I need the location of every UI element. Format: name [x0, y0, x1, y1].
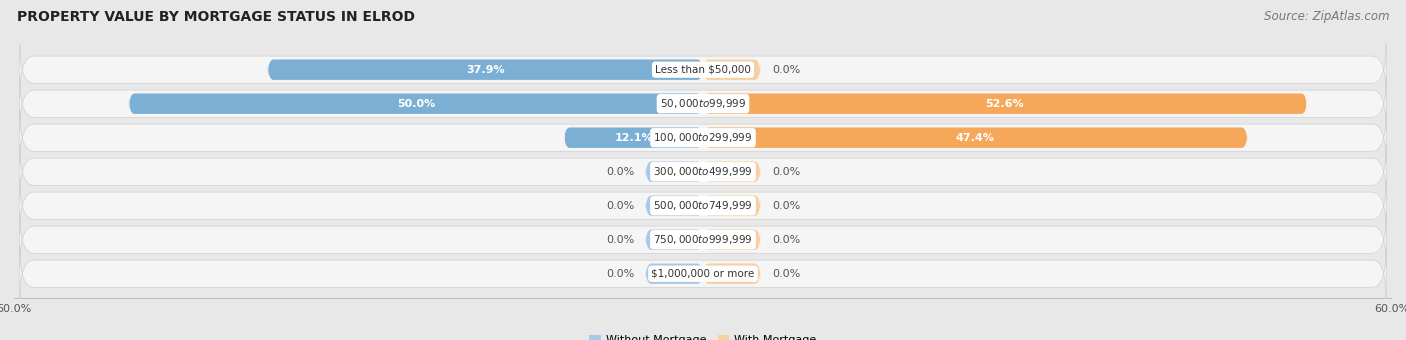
FancyBboxPatch shape — [703, 162, 761, 182]
FancyBboxPatch shape — [645, 264, 703, 284]
Text: $1,000,000 or more: $1,000,000 or more — [651, 269, 755, 279]
Text: 50.0%: 50.0% — [396, 99, 434, 109]
Text: $300,000 to $499,999: $300,000 to $499,999 — [654, 165, 752, 178]
Text: 0.0%: 0.0% — [772, 201, 800, 211]
Text: 0.0%: 0.0% — [772, 235, 800, 245]
FancyBboxPatch shape — [703, 195, 761, 216]
Text: $50,000 to $99,999: $50,000 to $99,999 — [659, 97, 747, 110]
FancyBboxPatch shape — [20, 42, 1386, 97]
Text: 12.1%: 12.1% — [614, 133, 652, 143]
FancyBboxPatch shape — [703, 94, 1308, 114]
Text: 0.0%: 0.0% — [772, 65, 800, 75]
Text: 52.6%: 52.6% — [986, 99, 1025, 109]
Text: 0.0%: 0.0% — [606, 201, 634, 211]
FancyBboxPatch shape — [564, 128, 703, 148]
Text: Source: ZipAtlas.com: Source: ZipAtlas.com — [1264, 10, 1389, 23]
FancyBboxPatch shape — [20, 246, 1386, 301]
Text: 0.0%: 0.0% — [772, 269, 800, 279]
Legend: Without Mortgage, With Mortgage: Without Mortgage, With Mortgage — [585, 330, 821, 340]
FancyBboxPatch shape — [645, 195, 703, 216]
FancyBboxPatch shape — [703, 59, 761, 80]
FancyBboxPatch shape — [20, 212, 1386, 267]
FancyBboxPatch shape — [129, 94, 703, 114]
FancyBboxPatch shape — [703, 128, 1247, 148]
Text: 0.0%: 0.0% — [606, 167, 634, 177]
Text: Less than $50,000: Less than $50,000 — [655, 65, 751, 75]
FancyBboxPatch shape — [267, 59, 703, 80]
FancyBboxPatch shape — [20, 110, 1386, 165]
Text: $500,000 to $749,999: $500,000 to $749,999 — [654, 199, 752, 212]
FancyBboxPatch shape — [645, 162, 703, 182]
FancyBboxPatch shape — [645, 230, 703, 250]
Text: 0.0%: 0.0% — [606, 235, 634, 245]
Text: 37.9%: 37.9% — [467, 65, 505, 75]
FancyBboxPatch shape — [20, 144, 1386, 199]
FancyBboxPatch shape — [703, 230, 761, 250]
Text: PROPERTY VALUE BY MORTGAGE STATUS IN ELROD: PROPERTY VALUE BY MORTGAGE STATUS IN ELR… — [17, 10, 415, 24]
FancyBboxPatch shape — [20, 76, 1386, 131]
FancyBboxPatch shape — [703, 264, 761, 284]
Text: 0.0%: 0.0% — [772, 167, 800, 177]
FancyBboxPatch shape — [20, 178, 1386, 233]
Text: $100,000 to $299,999: $100,000 to $299,999 — [654, 131, 752, 144]
Text: 47.4%: 47.4% — [956, 133, 994, 143]
Text: $750,000 to $999,999: $750,000 to $999,999 — [654, 233, 752, 246]
Text: 0.0%: 0.0% — [606, 269, 634, 279]
